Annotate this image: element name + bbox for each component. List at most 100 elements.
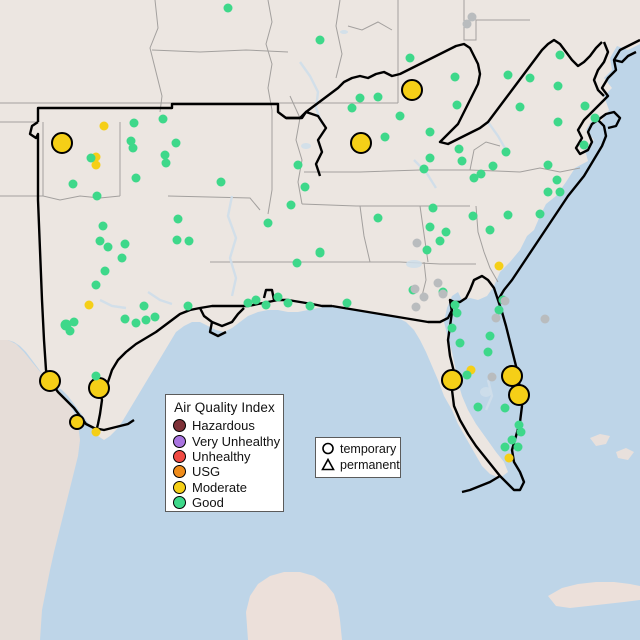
data-point-marker[interactable] [504,453,514,463]
data-point-marker[interactable] [411,302,421,312]
data-point-marker[interactable] [435,236,445,246]
data-point-marker[interactable] [419,292,429,302]
data-point-marker[interactable] [507,435,517,445]
data-point-marker[interactable] [422,245,432,255]
data-point-marker[interactable] [425,222,435,232]
data-point-marker[interactable] [263,218,273,228]
data-point-marker[interactable] [91,160,101,170]
data-point-marker[interactable] [315,247,325,257]
data-point-marker[interactable] [543,187,553,197]
data-point-marker[interactable] [98,221,108,231]
data-point-marker[interactable] [243,298,253,308]
data-point-marker[interactable] [452,100,462,110]
data-point-marker[interactable] [500,296,510,306]
data-point-marker[interactable] [469,173,479,183]
data-point-marker[interactable] [450,300,460,310]
data-point-marker[interactable] [100,266,110,276]
data-point-marker[interactable] [485,331,495,341]
site-type-legend-panel[interactable]: temporary permanent [315,437,401,478]
data-point-marker[interactable] [131,173,141,183]
data-point-marker[interactable] [419,164,429,174]
data-point-marker[interactable] [373,213,383,223]
data-point-marker[interactable] [428,203,438,213]
data-point-marker[interactable] [160,150,170,160]
data-point-marker[interactable] [86,153,96,163]
data-point-marker[interactable] [92,191,102,201]
data-point-marker[interactable] [150,312,160,322]
data-point-marker[interactable] [488,161,498,171]
data-point-marker[interactable] [223,3,233,13]
data-point-marker[interactable] [515,102,525,112]
data-point-marker[interactable] [315,35,325,45]
data-point-marker[interactable] [514,420,524,430]
data-point-marker[interactable] [412,238,422,248]
data-point-marker[interactable] [401,79,423,101]
data-point-marker[interactable] [438,289,448,299]
data-point-marker[interactable] [455,338,465,348]
data-point-marker[interactable] [95,236,105,246]
legend-item-very-unhealthy[interactable]: Very Unhealthy [166,433,283,448]
data-point-marker[interactable] [454,144,464,154]
data-point-marker[interactable] [261,300,271,310]
data-point-marker[interactable] [347,103,357,113]
data-point-marker[interactable] [483,347,493,357]
legend-item-temporary[interactable]: temporary [316,440,400,458]
data-point-marker[interactable] [579,140,589,150]
data-point-marker[interactable] [131,318,141,328]
data-point-marker[interactable] [158,114,168,124]
data-point-marker[interactable] [503,70,513,80]
data-point-marker[interactable] [171,138,181,148]
data-point-marker[interactable] [60,319,72,331]
data-point-marker[interactable] [590,113,600,123]
data-point-marker[interactable] [84,300,94,310]
data-point-marker[interactable] [91,280,101,290]
data-point-marker[interactable] [535,209,545,219]
data-point-marker[interactable] [91,427,101,437]
data-point-marker[interactable] [173,214,183,224]
data-point-marker[interactable] [172,235,182,245]
data-point-marker[interactable] [91,371,101,381]
data-point-marker[interactable] [447,323,457,333]
data-point-marker[interactable] [555,187,565,197]
legend-item-hazardous[interactable]: Hazardous [166,418,283,433]
data-point-marker[interactable] [425,127,435,137]
data-point-marker[interactable] [467,12,477,22]
data-point-marker[interactable] [141,315,151,325]
data-point-marker[interactable] [292,258,302,268]
data-point-marker[interactable] [473,402,483,412]
data-point-marker[interactable] [373,92,383,102]
data-point-marker[interactable] [273,292,283,302]
data-point-marker[interactable] [552,175,562,185]
data-point-marker[interactable] [293,160,303,170]
data-point-marker[interactable] [395,111,405,121]
legend-item-good[interactable]: Good [166,495,283,510]
data-point-marker[interactable] [355,93,365,103]
data-point-marker[interactable] [286,200,296,210]
legend-item-usg[interactable]: USG [166,464,283,479]
data-point-marker[interactable] [457,156,467,166]
data-point-marker[interactable] [450,72,460,82]
data-point-marker[interactable] [65,326,75,336]
data-point-marker[interactable] [491,313,501,323]
data-point-marker[interactable] [117,253,127,263]
data-point-marker[interactable] [452,308,462,318]
legend-item-permanent[interactable]: permanent [316,456,400,474]
legend-item-moderate[interactable]: Moderate [166,480,283,495]
data-point-marker[interactable] [251,295,261,305]
data-point-marker[interactable] [120,314,130,324]
data-point-marker[interactable] [501,147,511,157]
data-point-marker[interactable] [103,242,113,252]
data-point-marker[interactable] [305,301,315,311]
data-point-marker[interactable] [494,261,504,271]
data-point-marker[interactable] [525,73,535,83]
data-point-marker[interactable] [516,427,526,437]
data-point-marker[interactable] [503,210,513,220]
data-point-marker[interactable] [433,278,443,288]
data-point-marker[interactable] [126,136,136,146]
data-point-marker[interactable] [500,442,510,452]
data-point-marker[interactable] [462,370,472,380]
data-point-marker[interactable] [129,118,139,128]
data-point-marker[interactable] [139,301,149,311]
data-point-marker[interactable] [553,81,563,91]
